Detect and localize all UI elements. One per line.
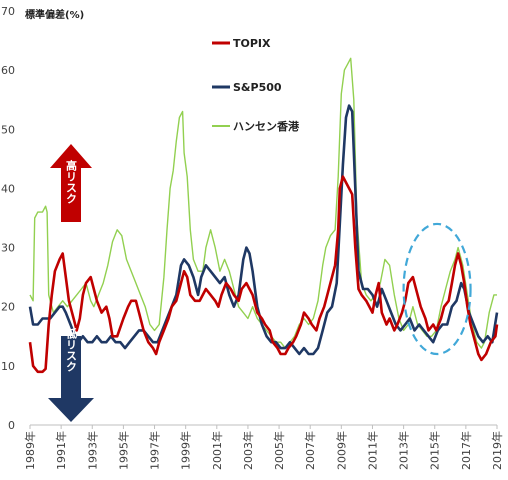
x-tick-label: 1989年 <box>23 431 37 470</box>
x-tick-label: 2017年 <box>459 431 473 470</box>
legend: TOPIX S&P500 ハンセン香港 <box>212 37 300 133</box>
legend-label-topix: TOPIX <box>233 37 271 50</box>
x-tick-label: 2005年 <box>272 431 286 470</box>
x-tick-label: 2011年 <box>365 431 379 470</box>
x-tick-label: 2013年 <box>397 431 411 470</box>
low-risk-label: 低リスク <box>65 327 79 372</box>
x-tick-label: 2019年 <box>490 431 504 470</box>
x-axis-ticks: 1989年 1991年 1993年 1995年 1997年 1999年 2001年 2003年… <box>23 425 504 470</box>
high-risk-label: 高リスク <box>65 159 78 204</box>
x-tick-label: 1999年 <box>179 431 193 470</box>
series-line-sp500 <box>28 104 499 356</box>
y-tick-label: 30 <box>1 242 15 255</box>
legend-label-hangseng: ハンセン香港 <box>233 119 300 133</box>
low-risk-arrow: 低リスク <box>48 327 94 422</box>
y-tick-label: 10 <box>1 360 15 373</box>
x-tick-label: 1991年 <box>54 431 68 470</box>
y-tick-label: 40 <box>1 182 15 195</box>
y-tick-label: 0 <box>8 419 15 432</box>
x-tick-label: 2009年 <box>334 431 348 470</box>
y-axis-title: 標準偏差(%) <box>25 8 84 21</box>
series-line-topix <box>28 175 499 374</box>
y-axis-ticks: 0 10 20 30 40 50 60 70 <box>1 5 15 432</box>
y-tick-label: 50 <box>1 123 15 136</box>
up-arrow-icon <box>50 144 92 222</box>
x-tick-label: 2015年 <box>428 431 442 470</box>
x-tick-label: 1995年 <box>116 431 130 470</box>
legend-label-sp500: S&P500 <box>233 81 282 94</box>
series-lines <box>28 57 499 374</box>
high-risk-arrow: 高リスク <box>50 144 92 222</box>
highlight-ellipse <box>402 222 472 356</box>
y-tick-label: 70 <box>1 5 15 18</box>
x-tick-label: 2007年 <box>303 431 317 470</box>
x-tick-label: 2001年 <box>210 431 224 470</box>
x-tick-label: 1993年 <box>85 431 99 470</box>
y-tick-label: 20 <box>1 301 15 314</box>
y-tick-label: 60 <box>1 64 15 77</box>
down-arrow-icon <box>48 336 94 422</box>
x-tick-label: 1997年 <box>148 431 162 470</box>
x-tick-label: 2003年 <box>241 431 255 470</box>
series-line-hangseng <box>29 57 497 349</box>
